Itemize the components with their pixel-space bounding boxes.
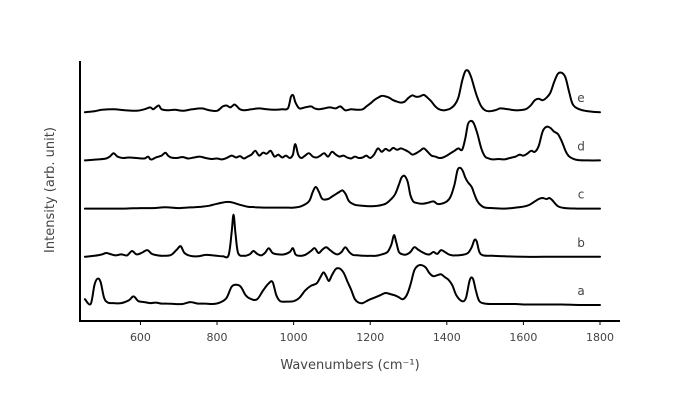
series-label-e: e <box>577 91 584 105</box>
y-axis-title: Intensity (arb. unit) <box>43 127 58 253</box>
x-tick-label-1400: 1400 <box>433 331 461 344</box>
series-label-c: c <box>578 188 585 202</box>
x-axis-title: Wavenumbers (cm⁻¹) <box>280 358 419 373</box>
x-tick-layer: 600 800 1000 1200 1400 1600 1800 <box>130 321 614 344</box>
x-tick-label-1800: 1800 <box>586 331 614 344</box>
series-label-d: d <box>577 139 585 153</box>
series-line-d <box>83 119 601 162</box>
series-line-b <box>83 213 601 259</box>
series-label-layer: a b c d e <box>577 91 585 298</box>
x-tick-label-600: 600 <box>130 331 151 344</box>
series-label-b: b <box>577 236 585 250</box>
x-tick-label-1000: 1000 <box>280 331 308 344</box>
x-tick-label-1600: 1600 <box>509 331 537 344</box>
series-label-a: a <box>577 284 584 298</box>
series-line-c <box>83 166 601 210</box>
x-tick-label-800: 800 <box>207 331 228 344</box>
series-line-e <box>83 69 601 114</box>
series-layer <box>83 69 601 307</box>
series-line-a <box>83 263 601 307</box>
x-tick-label-1200: 1200 <box>356 331 384 344</box>
